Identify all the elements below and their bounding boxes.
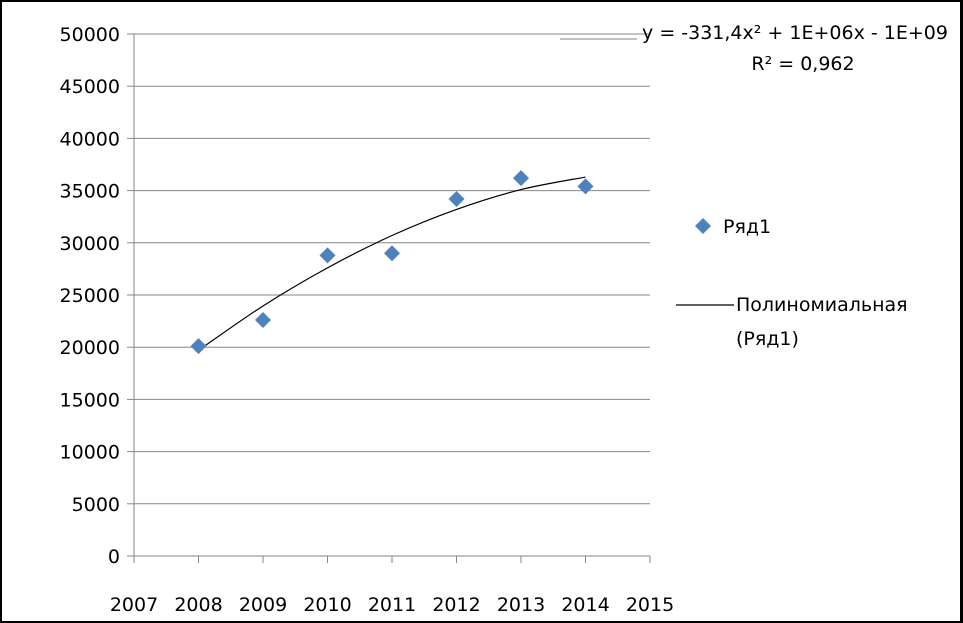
gridlines (134, 33, 650, 505)
data-point (513, 170, 529, 187)
x-tick-label: 2013 (497, 594, 545, 616)
y-tick-label: 40000 (60, 128, 120, 150)
x-tick-label: 2010 (303, 594, 351, 616)
legend-label-trendline-2: (Ряд1) (736, 328, 799, 350)
y-axis-ticks: 0 5000 10000 15000 20000 25000 30000 35000 40000… (60, 24, 134, 568)
y-tick-label: 5000 (72, 494, 120, 516)
trendline-r-squared: R² = 0,962 (751, 53, 854, 75)
x-tick-label: 2014 (561, 594, 609, 616)
data-point (190, 338, 207, 355)
y-tick-label: 10000 (60, 442, 120, 464)
y-tick-label: 20000 (60, 337, 120, 359)
data-point (319, 247, 336, 264)
legend-label-series: Ряд1 (723, 216, 771, 238)
trendline-equation: y = -331,4x² + 1E+06x - 1E+09 (642, 22, 948, 44)
data-point (255, 312, 271, 329)
x-tick-label: 2015 (626, 594, 674, 616)
y-tick-label: 30000 (60, 233, 120, 255)
y-tick-label: 25000 (60, 285, 120, 307)
x-tick-label: 2007 (110, 594, 158, 616)
y-tick-label: 0 (108, 546, 120, 568)
legend-label-trendline-1: Полиномиальная (736, 294, 908, 316)
y-tick-label: 15000 (60, 389, 120, 411)
series-points (190, 170, 594, 355)
legend-marker-series (695, 218, 711, 234)
y-tick-label: 50000 (60, 24, 120, 46)
x-axis-ticks: 2007 2008 2009 2010 2011 2012 2013 2014 2015 (110, 556, 674, 616)
trendline-group (198, 176, 586, 351)
x-tick-label: 2008 (174, 594, 222, 616)
x-tick-label: 2011 (368, 594, 416, 616)
y-tick-label: 45000 (60, 76, 120, 98)
x-tick-label: 2012 (432, 594, 480, 616)
trendline (198, 176, 586, 351)
y-tick-label: 35000 (60, 181, 120, 203)
legend: Ряд1 Полиномиальная (Ряд1) (676, 216, 908, 350)
x-tick-label: 2009 (239, 594, 287, 616)
data-point (448, 190, 465, 207)
data-point (577, 178, 594, 195)
data-point (384, 245, 400, 262)
